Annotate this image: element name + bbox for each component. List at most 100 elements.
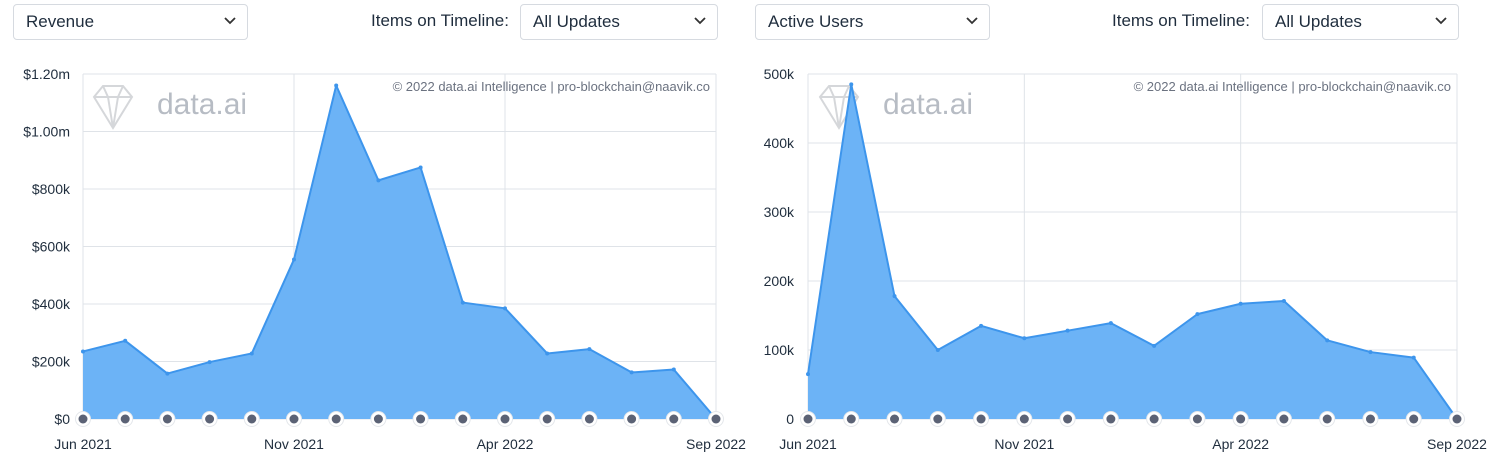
revenue-chart: $0 $200k $400k $600k $800k $1.00m $1.20m Jun 20… [23, 66, 746, 452]
timeline-marker-dot [1409, 414, 1419, 424]
timeline-marker-dot [120, 414, 130, 424]
timeline-marker-dot [500, 414, 510, 424]
data-point [1411, 355, 1416, 360]
data-point [849, 82, 854, 87]
revenue-panel: Revenue Items on Timeline: All Updates $… [0, 0, 748, 462]
series-line [807, 83, 1458, 420]
timeline-marker-dot [162, 414, 172, 424]
watermark-brand: data.ai [157, 88, 247, 121]
timeline-marker-dot [205, 414, 215, 424]
timeline-marker-dot [1452, 414, 1462, 424]
y-tick-label: 400k [764, 135, 795, 151]
timeline-marker-dot [1322, 414, 1332, 424]
chevron-down-icon [966, 17, 978, 25]
y-tick-label: 0 [786, 411, 794, 427]
timeline-marker-dot [584, 414, 594, 424]
data-point [979, 323, 984, 328]
timeline-marker-dot [1192, 414, 1202, 424]
timeline-marker-dot [627, 414, 637, 424]
x-tick-label: Sep 2022 [1427, 436, 1487, 452]
data-point [935, 348, 940, 352]
y-tick-label: $400k [32, 296, 71, 312]
timeline-marker-dot [1149, 414, 1159, 424]
x-tick-label: Sep 2022 [686, 436, 746, 452]
metric-dropdown[interactable]: Active Users [755, 4, 990, 40]
data-point [249, 351, 254, 356]
y-tick-label: 200k [764, 273, 795, 289]
data-point [1238, 301, 1243, 306]
series-line [82, 84, 717, 420]
timeline-marker-dot [247, 414, 257, 424]
data-point [1325, 338, 1330, 343]
copyright-text: © 2022 data.ai Intelligence | pro-blockc… [1134, 79, 1451, 94]
data-point [1022, 336, 1027, 341]
data-point [1065, 328, 1070, 333]
timeline-marker-dot [1279, 414, 1289, 424]
y-tick-label: $800k [32, 181, 71, 197]
data-point [1152, 343, 1157, 348]
data-point [545, 351, 550, 356]
data-point [629, 370, 634, 375]
timeline-marker-dot [933, 414, 943, 424]
metric-dropdown[interactable]: Revenue [13, 4, 248, 40]
timeline-dropdown[interactable]: All Updates [520, 4, 718, 40]
timeline-marker-dot [331, 414, 341, 424]
timeline-dropdown-value: All Updates [533, 12, 620, 31]
data-point [81, 349, 85, 354]
metric-dropdown-value: Revenue [26, 12, 95, 31]
data-point [806, 372, 810, 377]
x-tick-label: Apr 2022 [1212, 436, 1269, 452]
data-point [376, 178, 381, 183]
data-ai-logo-icon [92, 85, 134, 130]
timeline-label: Items on Timeline: [371, 11, 509, 30]
data-point [334, 83, 339, 88]
timeline-marker-dot [542, 414, 552, 424]
chevron-down-icon [694, 17, 706, 25]
series-area [83, 85, 716, 419]
x-tick-label: Jun 2021 [779, 436, 837, 452]
timeline-marker-dot [289, 414, 299, 424]
timeline-dropdown-value: All Updates [1275, 12, 1362, 31]
timeline-marker-dot [890, 414, 900, 424]
data-point [1195, 312, 1200, 317]
x-tick-label: Nov 2021 [264, 436, 324, 452]
x-tick-label: Nov 2021 [994, 436, 1054, 452]
y-tick-label: $1.20m [23, 66, 70, 82]
active-users-chart: 0 100k 200k 300k 400k 500k Jun 2021 Nov 2021 Apr… [764, 66, 1488, 452]
data-point [892, 294, 897, 299]
chevron-down-icon [1435, 17, 1447, 25]
timeline-marker-dot [416, 414, 426, 424]
timeline-marker-dot [1019, 414, 1029, 424]
data-point [587, 347, 592, 352]
y-tick-label: $200k [32, 354, 71, 370]
series-area [808, 84, 1457, 419]
data-point [123, 338, 128, 343]
timeline-dropdown[interactable]: All Updates [1262, 4, 1459, 40]
data-point [503, 306, 507, 311]
timeline-marker-dot [373, 414, 383, 424]
timeline-marker-dot [458, 414, 468, 424]
timeline-marker-dot [1063, 414, 1073, 424]
data-point [1368, 350, 1373, 355]
data-point [1281, 299, 1286, 304]
x-tick-label: Jun 2021 [54, 436, 112, 452]
data-point [292, 257, 296, 262]
timeline-marker-dot [803, 414, 813, 424]
timeline-marker-dot [846, 414, 856, 424]
timeline-marker-dot [711, 414, 721, 424]
y-tick-label: $1.00m [23, 124, 70, 140]
copyright-text: © 2022 data.ai Intelligence | pro-blockc… [393, 79, 710, 94]
watermark-brand: data.ai [883, 88, 973, 121]
timeline-label: Items on Timeline: [1112, 11, 1250, 30]
data-point [418, 165, 423, 170]
y-tick-label: 500k [764, 66, 795, 82]
timeline-marker-dot [669, 414, 679, 424]
timeline-marker-dot [1106, 414, 1116, 424]
data-point [165, 371, 170, 376]
y-tick-label: 100k [764, 342, 795, 358]
x-tick-label: Apr 2022 [477, 436, 534, 452]
data-point [671, 367, 676, 372]
data-point [460, 300, 465, 305]
chevron-down-icon [224, 17, 236, 25]
data-point [1108, 321, 1113, 326]
